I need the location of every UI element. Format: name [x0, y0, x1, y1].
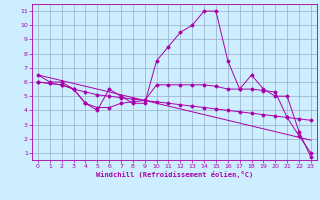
X-axis label: Windchill (Refroidissement éolien,°C): Windchill (Refroidissement éolien,°C): [96, 171, 253, 178]
